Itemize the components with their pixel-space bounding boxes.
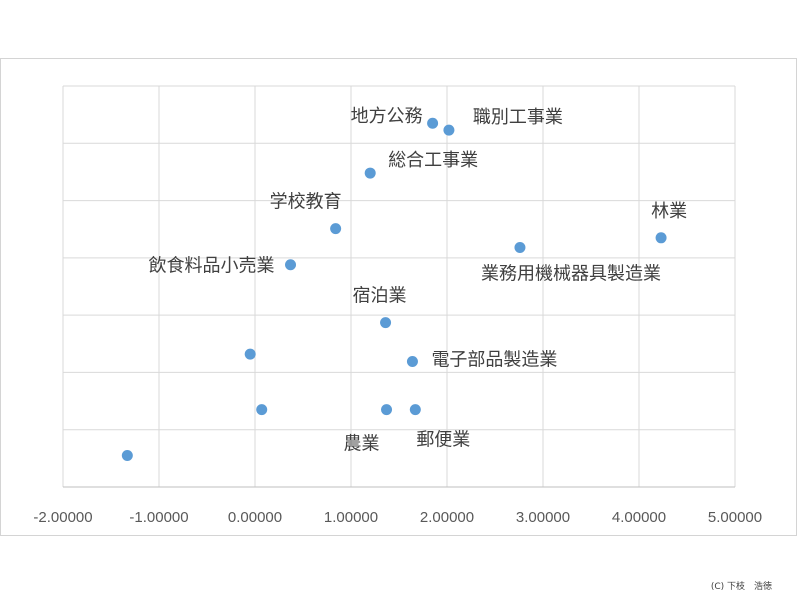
data-point (330, 223, 342, 235)
point-label: 電子部品製造業 (431, 350, 557, 371)
x-tick-label: 4.00000 (612, 509, 666, 526)
x-tick-label: -2.00000 (33, 509, 92, 526)
data-point (655, 232, 667, 244)
data-point (409, 404, 421, 416)
data-point (380, 317, 392, 329)
data-point (256, 404, 268, 416)
data-points (121, 117, 667, 461)
data-point (244, 348, 256, 360)
x-tick-label: 0.00000 (228, 509, 282, 526)
point-label: 学校教育 (270, 192, 342, 213)
x-tick-label: 2.00000 (420, 509, 474, 526)
point-label: 職別工事業 (473, 107, 563, 128)
data-point (443, 124, 455, 136)
chart-frame (0, 58, 797, 536)
data-point (381, 404, 393, 416)
copyright-credit: (C) 下枝 浩徳 (710, 582, 772, 592)
point-label: 飲食料品小売業 (149, 256, 275, 277)
point-label: 総合工事業 (388, 150, 478, 171)
point-label: 農業 (344, 434, 380, 455)
x-tick-label: -1.00000 (129, 509, 188, 526)
point-label: 林業 (651, 201, 687, 222)
horizontal-gridlines (63, 85, 735, 431)
x-tick-label: 5.00000 (708, 509, 762, 526)
point-label: 宿泊業 (353, 286, 407, 307)
data-point (514, 242, 526, 254)
point-label: 地方公務 (351, 106, 423, 127)
data-point (364, 167, 376, 179)
x-tick-label: 1.00000 (324, 509, 378, 526)
point-label: 郵便業 (416, 430, 470, 451)
data-point (406, 356, 418, 368)
x-tick-labels: -2.00000 -1.00000 0.00000 1.00000 2.00000 3.0… (33, 509, 762, 526)
data-point (121, 449, 133, 461)
data-point (285, 259, 297, 271)
vertical-gridlines (62, 86, 736, 487)
x-tick-label: 3.00000 (516, 509, 570, 526)
point-label: 業務用機械器具製造業 (481, 264, 661, 285)
data-point (427, 117, 439, 129)
